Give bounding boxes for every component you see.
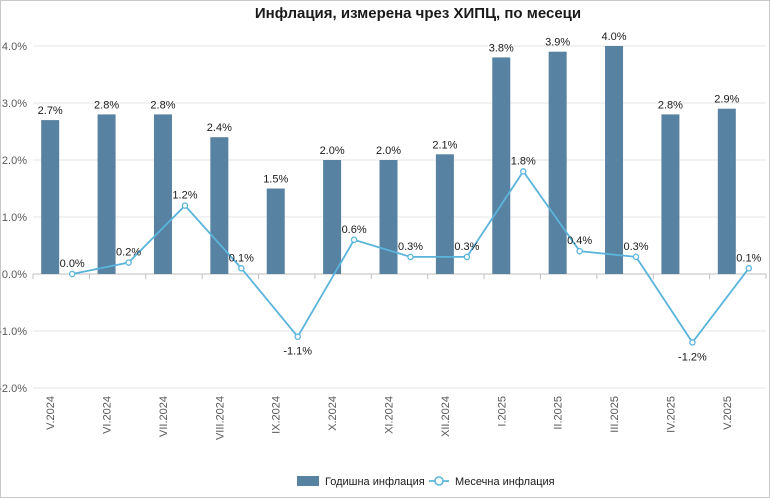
line-point: [350, 236, 358, 244]
legend-label-annual: Годишна инфлация: [325, 476, 425, 488]
bar-data-label: 3.9%: [545, 37, 570, 49]
x-tick-label: V.2024: [45, 396, 57, 430]
line-point: [407, 253, 414, 261]
legend-line-marker: [434, 476, 444, 486]
line-data-label: 0.1%: [229, 252, 254, 264]
bar-data-label: 3.8%: [489, 42, 514, 54]
line-point: [238, 265, 245, 272]
bar: [717, 108, 736, 274]
line-point: [181, 202, 189, 209]
bar-data-label: 1.5%: [263, 174, 288, 186]
line-point: [294, 333, 301, 340]
bar: [266, 188, 285, 274]
bar: [435, 154, 454, 274]
x-axis: V.2024 VI.2024 VII.2024 VIII.2024 IX.2024 X.2…: [32, 274, 767, 440]
line-series: 0.0% 0.2% 1.2% 0.1% -1.1% 0.6% 0.3% 0.3% 1.8% 0.4…: [60, 155, 762, 363]
legend-label-monthly: Месечна инфлация: [455, 476, 555, 488]
x-tick-label: VIII.2024: [214, 396, 226, 440]
bar: [323, 160, 342, 274]
y-axis: -2.0% -1.0% 0.0% 1.0% 2.0% 3.0% 4.0%: [0, 41, 27, 395]
bar: [492, 57, 511, 275]
bar-data-label: 2.7%: [38, 105, 63, 117]
x-tick-label: XII.2024: [440, 396, 452, 437]
bar-data-label: 2.9%: [714, 94, 739, 106]
x-tick-label: I.2025: [496, 396, 508, 427]
x-tick-label: V.2025: [722, 396, 734, 430]
x-tick-label: VII.2024: [158, 396, 170, 437]
line-point: [125, 259, 132, 266]
line-data-label: 0.4%: [567, 235, 592, 247]
x-tick-label: II.2025: [553, 396, 565, 430]
bar-data-label: 2.8%: [658, 99, 683, 111]
line-data-label: 1.8%: [511, 155, 536, 167]
line-data-label: 0.0%: [60, 258, 85, 270]
line-point: [745, 265, 753, 272]
line-point: [68, 270, 76, 278]
y-tick-label: 0.0%: [2, 269, 27, 281]
y-tick-label: -2.0%: [0, 383, 27, 395]
bar-series: 2.7% 2.8% 2.8% 2.4% 1.5% 2.0% 2.0% 2.1% 3.8% 3.9%…: [38, 31, 740, 275]
x-tick-label: IV.2025: [665, 396, 677, 433]
bar-data-label: 2.0%: [320, 145, 345, 157]
y-tick-label: 4.0%: [2, 41, 27, 53]
y-tick-label: 1.0%: [2, 212, 27, 224]
line-point: [689, 339, 696, 346]
bar-data-label: 4.0%: [601, 31, 626, 43]
bar: [97, 114, 116, 275]
bar: [210, 137, 229, 274]
line-point: [463, 253, 471, 261]
bar: [605, 46, 624, 274]
bar: [379, 160, 398, 274]
y-tick-label: 3.0%: [2, 98, 27, 110]
bar-data-label: 2.8%: [150, 99, 175, 111]
line-point: [520, 168, 527, 175]
line-data-label: 0.1%: [736, 252, 761, 264]
x-tick-label: IX.2024: [271, 396, 283, 434]
line-data-label: 1.2%: [172, 190, 197, 202]
bar: [153, 114, 172, 275]
x-tick-label: VI.2024: [102, 396, 114, 434]
bar-data-label: 2.0%: [376, 145, 401, 157]
line-data-label: 0.6%: [342, 224, 367, 236]
chart-title: Инфлация, измерена чрез ХИПЦ, по месеци: [255, 5, 581, 22]
line-data-label: 0.2%: [116, 247, 141, 259]
bar-data-label: 2.4%: [207, 122, 232, 134]
x-tick-label: X.2024: [327, 396, 339, 431]
bar: [661, 114, 680, 275]
x-tick-label: XI.2024: [384, 396, 396, 434]
y-tick-label: -1.0%: [0, 326, 27, 338]
line-data-label: 0.3%: [398, 241, 423, 253]
grid-lines: [33, 45, 766, 389]
line-point: [632, 253, 640, 261]
line-data-label: 0.3%: [623, 241, 648, 253]
x-tick-label: III.2025: [609, 396, 621, 433]
line-point: [576, 247, 583, 255]
y-tick-label: 2.0%: [2, 155, 27, 167]
line-data-label: -1.1%: [283, 346, 312, 358]
bar-data-label: 2.1%: [432, 139, 457, 151]
legend-bar-swatch: [297, 476, 319, 486]
legend: Годишна инфлация Месечна инфлация: [297, 476, 555, 488]
line-data-label: 0.3%: [454, 241, 479, 253]
bar-data-label: 2.8%: [94, 99, 119, 111]
bar: [548, 51, 567, 275]
bar: [41, 120, 60, 274]
line-data-label: -1.2%: [678, 351, 707, 363]
